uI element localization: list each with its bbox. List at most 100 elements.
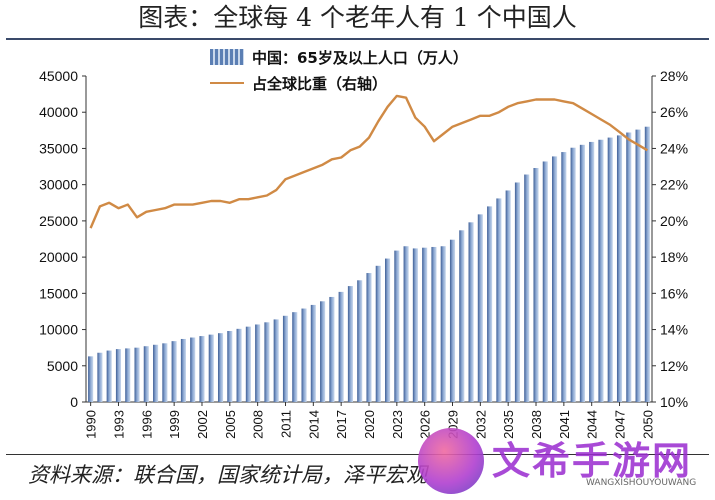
bar [422,247,428,402]
bar [440,246,446,402]
watermark-emblem-icon [418,428,484,494]
bar [394,250,400,402]
bar [347,286,353,402]
bar [524,174,530,402]
legend: 中国：65岁及以上人口（万人） 占全球比重（右轴） [210,44,468,96]
chart-title: 图表：全球每 4 个老年人有 1 个中国人 [138,3,577,32]
title-divider [6,38,709,40]
y-right-tick-label: 26% [660,104,688,120]
bar [449,239,456,402]
bar [626,132,632,403]
x-tick-label: 2044 [585,410,600,439]
bar [320,301,326,402]
x-tick-label: 2020 [362,410,377,439]
bar [607,137,613,403]
y-right-tick-label: 16% [660,285,688,301]
y-left-tick-label: 5000 [47,358,78,374]
x-tick-label: 2041 [557,410,572,439]
bar [403,246,409,402]
y-right-tick-label: 20% [660,213,688,229]
bar [227,331,233,402]
bar [579,144,585,403]
share-line [89,94,649,229]
legend-swatch-line [210,82,244,84]
bar [171,341,177,402]
y-left-tick-label: 0 [70,394,78,410]
bar [301,308,307,402]
x-tick-label: 1993 [111,410,126,439]
y-right-tick-label: 10% [660,394,688,410]
bar [134,347,140,402]
x-tick-label: 2023 [390,410,405,439]
y-right-tick-label: 18% [660,249,688,265]
x-tick-label: 1996 [139,410,154,439]
bar [115,349,122,402]
bar [180,338,186,402]
x-tick-label: 2032 [473,410,488,439]
bar [412,248,418,402]
bar [338,291,344,402]
legend-swatch-bar [210,49,244,65]
bar [273,319,279,402]
bar [366,273,372,402]
watermark-subtext: WANGXISHOUYOUWANG [586,478,697,488]
bar [598,139,604,403]
y-right-tick-label: 22% [660,177,688,193]
bar [153,344,159,402]
x-tick-label: 2038 [529,410,544,439]
bar [459,230,465,402]
y-left-tick-label: 45000 [39,68,78,84]
bar [255,324,261,402]
bar [375,265,381,402]
watermark-logo: 文希手游网 WANGXISHOUYOUWANG [418,428,708,496]
x-tick-label: 2017 [334,410,349,439]
bar [468,222,474,402]
x-tick-label: 2002 [195,410,210,439]
bar [570,147,576,402]
x-tick-label: 2047 [613,410,628,439]
y-left-tick-label: 30000 [39,177,78,193]
x-tick-label: 2050 [640,410,655,439]
bar [505,190,511,402]
bar [97,352,103,402]
x-tick-label: 1990 [84,410,99,439]
bar [310,304,316,402]
y-right-tick-label: 28% [660,68,688,84]
bar [487,206,493,402]
legend-label-bars: 中国：65岁及以上人口（万人） [252,48,468,67]
y-left-tick-label: 25000 [39,213,78,229]
x-tick-label: 2008 [251,410,266,439]
y-left-tick-label: 15000 [39,285,78,301]
bar [533,168,539,402]
legend-label-line: 占全球比重（右轴） [252,74,388,93]
bar [162,343,168,402]
x-tick-label: 2014 [306,410,321,439]
y-right-tick-label: 24% [660,140,688,156]
bar [236,328,242,402]
bar [282,315,289,402]
x-tick-label: 2035 [501,410,516,439]
y-right-tick-label: 12% [660,358,688,374]
bar [561,152,567,402]
chart: 0 5000 10000 15000 20000 25000 30000 35000 40000… [39,68,688,439]
x-tick-label: 2011 [278,410,293,438]
bar [264,322,270,402]
bar [477,214,483,402]
x-tick-label: 2026 [418,410,433,439]
bar [357,280,363,402]
source-note: 资料来源：联合国，国家统计局，泽平宏观 [28,463,427,487]
bar [217,333,224,402]
bar [385,258,391,402]
bar [496,198,502,402]
y-left-tick-label: 40000 [39,104,78,120]
bar [292,312,298,402]
legend-item-bars: 中国：65岁及以上人口（万人） [210,44,468,70]
x-tick-label: 1999 [167,410,182,439]
bar [199,336,205,402]
y-right-tick-label: 14% [660,322,688,338]
bar [514,182,521,402]
y-left-tick-label: 35000 [39,140,78,156]
bar [542,161,548,402]
watermark-text: 文希手游网 [492,439,693,483]
bar [88,356,94,402]
